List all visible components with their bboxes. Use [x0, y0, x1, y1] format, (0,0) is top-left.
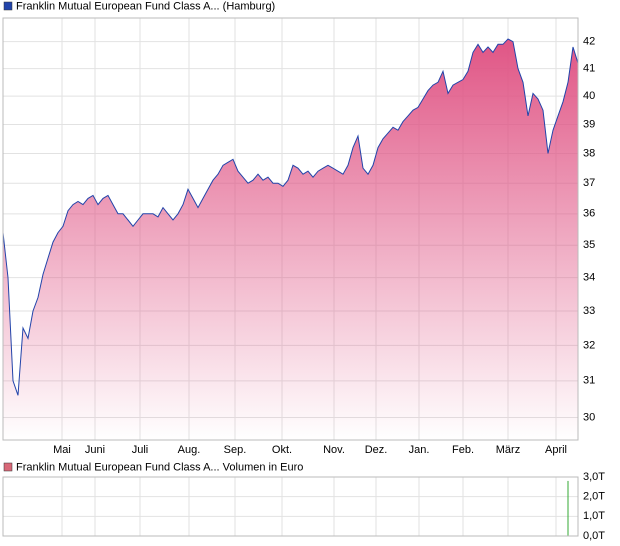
y-tick-label: 1,0T: [583, 510, 605, 522]
y-tick-label: 38: [583, 147, 595, 159]
price-line: [2, 38, 579, 396]
x-tick-label: April: [545, 444, 567, 456]
y-tick-label: 41: [583, 62, 595, 74]
x-tick-label: Mai: [53, 444, 71, 456]
y-tick-label: 30: [583, 411, 595, 423]
x-tick-label: Nov.: [323, 444, 345, 456]
legend-label: Franklin Mutual European Fund Class A...…: [16, 461, 303, 473]
y-tick-label: 42: [583, 36, 595, 48]
x-tick-label: Jan.: [409, 444, 430, 456]
plot-frame: [2, 17, 579, 441]
x-tick-label: Dez.: [365, 444, 388, 456]
plot-frame: [2, 476, 579, 537]
y-tick-label: 36: [583, 208, 595, 220]
y-tick-label: 40: [583, 90, 595, 102]
y-tick-label: 2,0T: [583, 491, 605, 503]
x-tick-label: Sep.: [224, 444, 247, 456]
x-tick-label: Okt.: [272, 444, 292, 456]
y-tick-label: 35: [583, 239, 595, 251]
x-tick-label: Aug.: [178, 444, 201, 456]
x-tick-label: Juni: [85, 444, 105, 456]
plot-background: [2, 476, 579, 537]
volume-bar: [567, 480, 569, 536]
legend-swatch: [3, 462, 13, 472]
y-tick-label: 39: [583, 118, 595, 130]
y-tick-label: 33: [583, 305, 595, 317]
y-tick-label: 0,0T: [583, 530, 605, 542]
y-tick-label: 31: [583, 375, 595, 387]
price-area: [3, 39, 578, 440]
x-tick-label: Feb.: [452, 444, 474, 456]
y-tick-label: 3,0T: [583, 471, 605, 483]
legend-swatch: [3, 1, 13, 11]
x-tick-label: März: [496, 444, 520, 456]
y-tick-label: 37: [583, 177, 595, 189]
y-tick-label: 32: [583, 339, 595, 351]
x-tick-label: Juli: [132, 444, 149, 456]
legend-label: Franklin Mutual European Fund Class A...…: [16, 0, 275, 12]
y-tick-label: 34: [583, 272, 595, 284]
